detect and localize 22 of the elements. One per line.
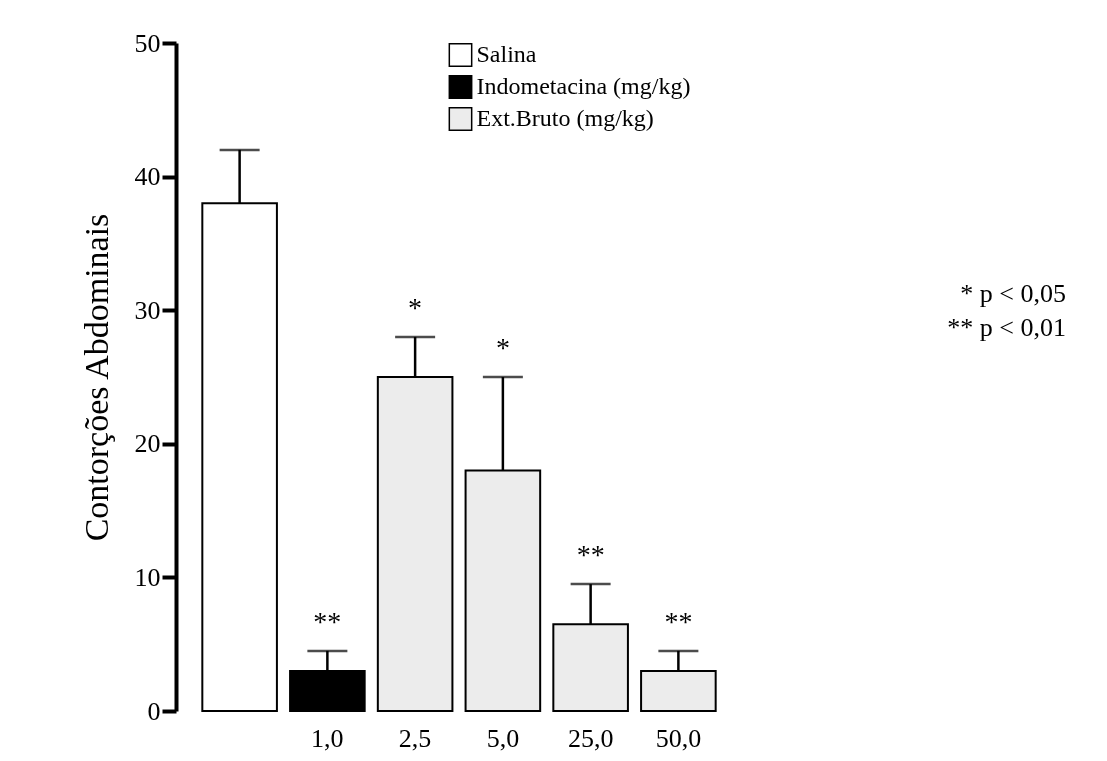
x-tick-label: 25,0 [567,723,614,753]
y-tick-label: 10 [134,562,161,592]
y-tick-label: 20 [134,429,161,459]
legend-label: Salina [476,41,537,67]
annotation: ** [313,605,342,637]
x-tick-label: 50,0 [655,723,702,753]
legend-label: Indometacina (mg/kg) [476,73,691,99]
y-tick-label: 0 [147,696,161,726]
text: * p < 0,05 [960,279,1066,309]
y-tick-label: 30 [134,295,161,325]
y-axis-title: Contorções Abdominais [77,213,115,542]
x-tick-label: 1,0 [311,723,344,753]
y-tick-label: 50 [134,28,161,58]
annotation: * [408,291,423,323]
legend-label: Ext.Bruto (mg/kg) [476,105,654,131]
text: ** p < 0,01 [947,313,1066,343]
x-tick-label: 5,0 [486,723,520,753]
annotation: ** [664,605,693,637]
annotation: * [495,332,510,363]
annotation: ** [576,539,605,571]
x-tick-label: 2,5 [398,723,432,753]
y-tick-label: 40 [134,162,161,192]
